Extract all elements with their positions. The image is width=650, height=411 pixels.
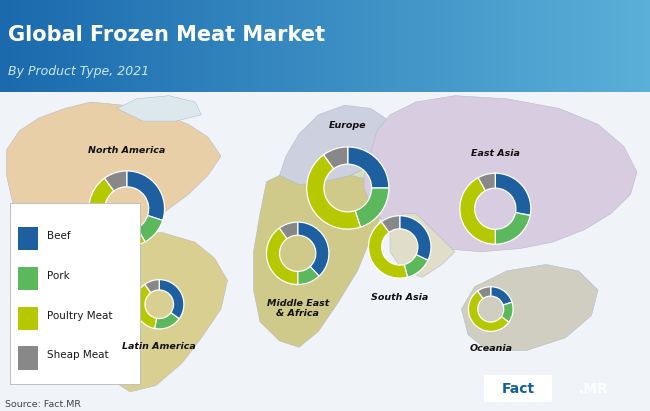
Wedge shape [478,287,491,298]
FancyBboxPatch shape [484,375,552,402]
Text: By Product Type, 2021: By Product Type, 2021 [8,65,149,78]
Wedge shape [298,267,319,284]
Text: Latin America: Latin America [122,342,196,351]
Wedge shape [348,147,389,188]
Wedge shape [307,155,361,229]
Wedge shape [400,216,431,260]
Wedge shape [355,188,389,227]
Text: Sheap Meat: Sheap Meat [47,350,109,360]
Text: .MR: .MR [579,381,608,396]
Text: Pork: Pork [47,271,70,281]
Wedge shape [382,216,400,232]
Text: Source: Fact.MR: Source: Fact.MR [5,400,81,409]
Bar [18,307,38,330]
Wedge shape [404,255,428,277]
Text: Middle East
& Africa: Middle East & Africa [266,299,329,319]
Polygon shape [462,265,598,351]
Polygon shape [364,96,637,252]
Wedge shape [469,291,509,331]
Bar [18,346,38,370]
Polygon shape [91,233,228,392]
Wedge shape [478,173,495,191]
Wedge shape [135,284,157,328]
Polygon shape [351,153,416,194]
Text: Europe: Europe [329,121,367,130]
Text: South Asia: South Asia [371,293,428,302]
Text: East Asia: East Asia [471,149,520,158]
Wedge shape [280,222,298,239]
Bar [18,267,38,290]
Wedge shape [155,313,179,329]
Wedge shape [491,287,512,305]
Wedge shape [105,171,127,191]
Wedge shape [324,147,348,169]
Wedge shape [369,222,408,278]
Polygon shape [117,96,202,121]
Text: Oceania: Oceania [469,344,512,353]
Text: Fact: Fact [502,381,534,396]
Text: Beef: Beef [47,231,71,241]
Wedge shape [127,171,164,220]
Wedge shape [145,279,159,293]
Polygon shape [280,105,403,185]
Wedge shape [266,228,298,284]
Text: North America: North America [88,146,165,155]
Text: Global Frozen Meat Market: Global Frozen Meat Market [8,25,325,45]
Wedge shape [298,222,329,276]
Wedge shape [460,178,495,244]
Bar [18,227,38,250]
Wedge shape [501,302,513,322]
Polygon shape [6,102,221,242]
Polygon shape [254,166,384,347]
Text: Poultry Meat: Poultry Meat [47,311,113,321]
Wedge shape [159,279,184,319]
Wedge shape [495,173,531,215]
Wedge shape [495,212,530,244]
Polygon shape [390,214,455,277]
Wedge shape [89,178,145,247]
Wedge shape [137,215,162,242]
